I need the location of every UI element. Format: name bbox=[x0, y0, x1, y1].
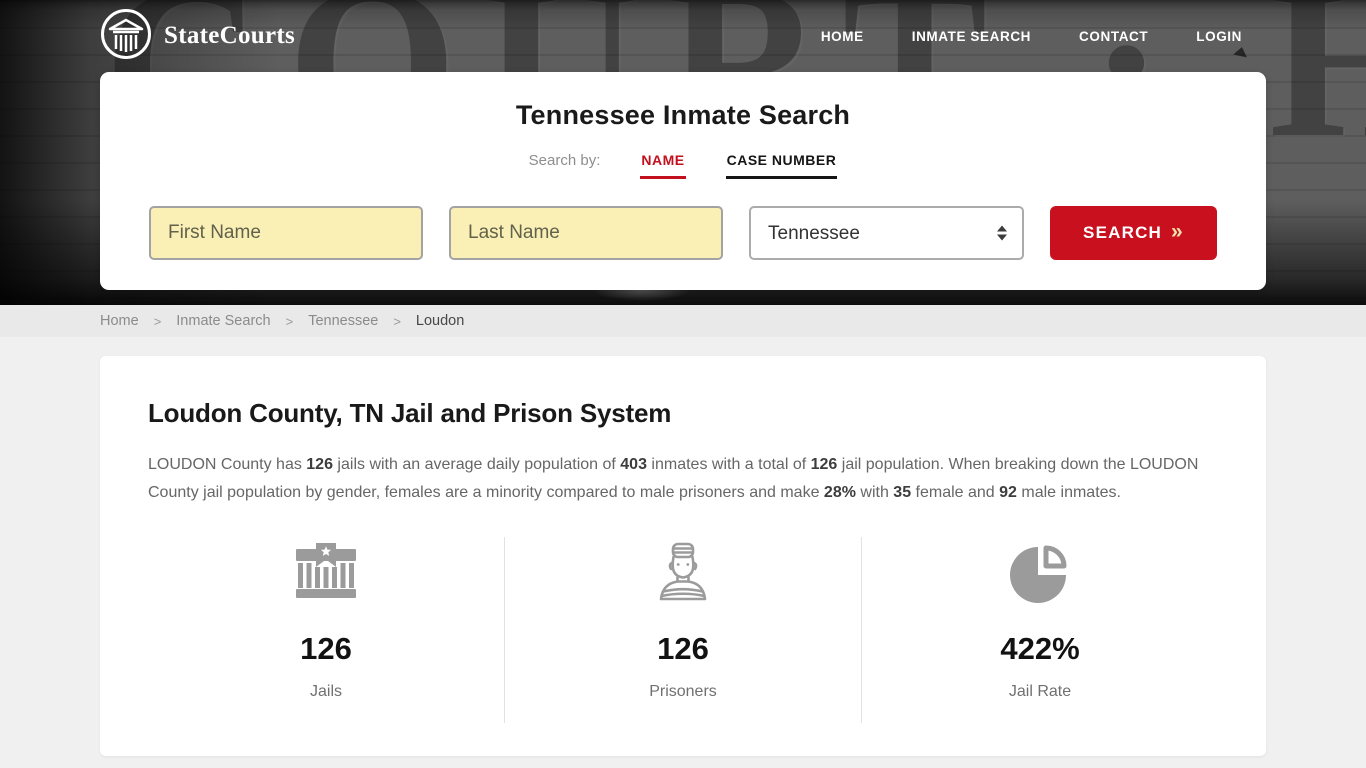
double-chevron-icon: » bbox=[1171, 220, 1184, 243]
stat-jail-rate: 422% Jail Rate bbox=[861, 537, 1218, 723]
breadcrumb-separator: > bbox=[285, 313, 294, 329]
tab-case-number[interactable]: CASE NUMBER bbox=[725, 152, 838, 179]
hero-banner: COURT · HOUSE StateCourts bbox=[0, 0, 1366, 305]
county-content-card: Loudon County, TN Jail and Prison System… bbox=[100, 356, 1266, 756]
jail-building-icon bbox=[148, 541, 504, 607]
stat-label-jail-rate: Jail Rate bbox=[1008, 683, 1072, 700]
county-stats-row: 126 Jails bbox=[148, 537, 1218, 723]
county-summary-paragraph: LOUDON County has 126 jails with an aver… bbox=[148, 456, 1199, 501]
brand-logo[interactable]: StateCourts bbox=[100, 8, 295, 65]
stat-label-jails: Jails bbox=[309, 683, 342, 700]
state-select-wrap: Tennessee bbox=[749, 206, 1024, 260]
breadcrumb-loudon-current: Loudon bbox=[415, 313, 465, 329]
search-button-label: SEARCH bbox=[1083, 223, 1163, 242]
stat-jails: 126 Jails bbox=[148, 537, 504, 723]
breadcrumb-home[interactable]: Home bbox=[100, 313, 139, 329]
nav-item-inmate-search[interactable]: INMATE SEARCH bbox=[911, 28, 1032, 44]
nav-item-login[interactable]: LOGIN bbox=[1196, 28, 1242, 44]
nav-links: HOME INMATE SEARCH CONTACT LOGIN bbox=[821, 29, 1242, 44]
search-by-label: Search by: bbox=[528, 152, 601, 169]
first-name-input[interactable] bbox=[149, 206, 423, 260]
state-select[interactable]: Tennessee bbox=[749, 206, 1024, 260]
breadcrumb-inmate-search[interactable]: Inmate Search bbox=[176, 313, 271, 329]
stat-value-jails: 126 bbox=[300, 631, 352, 666]
nav-item-home[interactable]: HOME bbox=[820, 28, 864, 44]
search-button[interactable]: SEARCH » bbox=[1050, 206, 1217, 260]
breadcrumb: Home > Inmate Search > Tennessee > Loudo… bbox=[0, 305, 1366, 337]
inmate-search-form: Tennessee SEARCH » bbox=[149, 206, 1217, 260]
search-by-tabs: Search by: NAME CASE NUMBER bbox=[149, 152, 1217, 179]
tab-name[interactable]: NAME bbox=[640, 152, 686, 179]
top-nav: StateCourts HOME INMATE SEARCH CONTACT L… bbox=[0, 0, 1366, 72]
prisoner-icon bbox=[505, 541, 861, 607]
breadcrumb-separator: > bbox=[153, 313, 162, 329]
last-name-input[interactable] bbox=[449, 206, 723, 260]
breadcrumb-tennessee[interactable]: Tennessee bbox=[308, 313, 379, 329]
stat-value-prisoners: 126 bbox=[657, 631, 709, 666]
courthouse-logo-icon bbox=[100, 8, 152, 65]
page-title: Loudon County, TN Jail and Prison System bbox=[148, 398, 672, 428]
nav-item-contact[interactable]: CONTACT bbox=[1079, 28, 1149, 44]
pie-chart-icon bbox=[862, 541, 1218, 607]
stat-prisoners: 126 Prisoners bbox=[504, 537, 861, 723]
breadcrumb-separator: > bbox=[393, 313, 401, 329]
search-card-title: Tennessee Inmate Search bbox=[515, 100, 851, 130]
search-card: Tennessee Inmate Search Search by: NAME … bbox=[100, 72, 1266, 290]
stat-value-jail-rate: 422% bbox=[1000, 631, 1080, 666]
stat-label-prisoners: Prisoners bbox=[649, 683, 717, 700]
brand-name: StateCourts bbox=[164, 22, 296, 49]
